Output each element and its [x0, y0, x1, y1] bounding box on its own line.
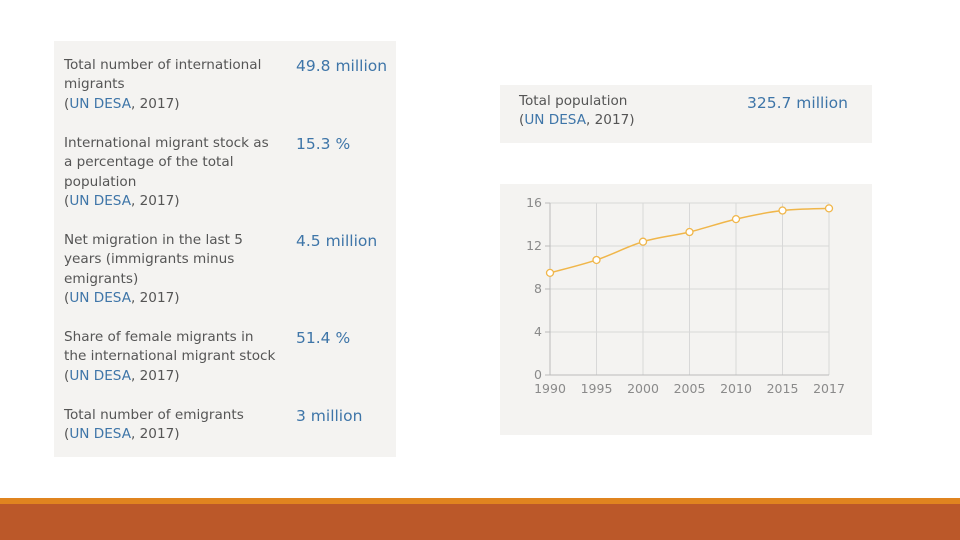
stat-label-text: Total number of emigrants [64, 407, 244, 423]
data-point [824, 204, 834, 213]
stat-value: 51.4 % [296, 329, 351, 347]
x-tick-label: 2005 [674, 381, 706, 396]
x-tick-label: 2017 [813, 381, 845, 396]
chart-axes [545, 202, 829, 376]
data-point [731, 214, 741, 224]
source-link[interactable]: UN DESA [69, 367, 131, 384]
source-citation: (UN DESA, 2017) [64, 193, 180, 210]
y-tick-label: 16 [526, 195, 542, 210]
stat-label: Share of female migrants in the internat… [64, 328, 279, 386]
source-citation: (UN DESA, 2017) [64, 290, 180, 307]
x-tick-label: 2000 [627, 381, 659, 396]
footer-band [0, 504, 960, 540]
stat-value: 15.3 % [296, 135, 351, 153]
source-citation: (UN DESA, 2017) [519, 112, 635, 129]
series-points [545, 204, 834, 278]
y-tick-label: 8 [534, 281, 542, 296]
stat-label: International migrant stock as a percent… [64, 134, 279, 212]
x-tick-label: 2015 [767, 381, 799, 396]
stat-label-text: Net migration in the last 5 years (immig… [64, 232, 243, 287]
source-link[interactable]: UN DESA [524, 112, 586, 129]
x-tick-label: 1995 [581, 381, 613, 396]
total-population-panel: Total population (UN DESA, 2017) 325.7 m… [500, 85, 872, 143]
source-link[interactable]: UN DESA [69, 95, 131, 112]
data-point [638, 237, 648, 246]
source-link[interactable]: UN DESA [69, 290, 131, 307]
population-label-text: Total population [519, 93, 628, 109]
x-tick-label: 1990 [534, 381, 566, 396]
stat-label-text: Total number of international migrants [64, 57, 262, 93]
source-link[interactable]: UN DESA [69, 426, 131, 443]
migrant-stock-chart-panel: 0 4 8 12 16 1990 1995 2000 2005 2010 2015 2017 [500, 184, 872, 435]
stat-value: 4.5 million [296, 232, 378, 250]
data-point [685, 227, 694, 237]
data-point [778, 206, 787, 215]
footer-accent-rule [0, 498, 960, 504]
source-citation: (UN DESA, 2017) [64, 95, 180, 112]
y-tick-label: 4 [534, 324, 542, 339]
x-axis-ticks: 1990 1995 2000 2005 2010 2015 2017 [534, 381, 845, 396]
population-label: Total population (UN DESA, 2017) [519, 92, 719, 131]
source-link[interactable]: UN DESA [69, 193, 131, 210]
stat-label: Net migration in the last 5 years (immig… [64, 231, 279, 309]
y-axis-ticks: 0 4 8 12 16 [526, 195, 542, 382]
stat-value: 49.8 million [296, 57, 388, 75]
stat-label-text: Share of female migrants in the internat… [64, 329, 276, 365]
source-citation: (UN DESA, 2017) [64, 426, 180, 443]
population-value: 325.7 million [747, 94, 848, 112]
y-tick-label: 0 [534, 367, 542, 382]
y-tick-label: 12 [526, 238, 542, 253]
x-tick-label: 2010 [720, 381, 752, 396]
stat-value: 3 million [296, 407, 363, 425]
migration-stats-panel: Total number of international migrants (… [54, 41, 396, 457]
stat-label-text: International migrant stock as a percent… [64, 135, 269, 190]
line-chart: 0 4 8 12 16 1990 1995 2000 2005 2010 2015 2017 [526, 195, 845, 396]
data-point [545, 268, 555, 278]
source-citation: (UN DESA, 2017) [64, 367, 180, 384]
stat-label: Total number of emigrants (UN DESA, 2017… [64, 406, 279, 445]
data-point [592, 255, 601, 265]
stat-label: Total number of international migrants (… [64, 56, 279, 114]
